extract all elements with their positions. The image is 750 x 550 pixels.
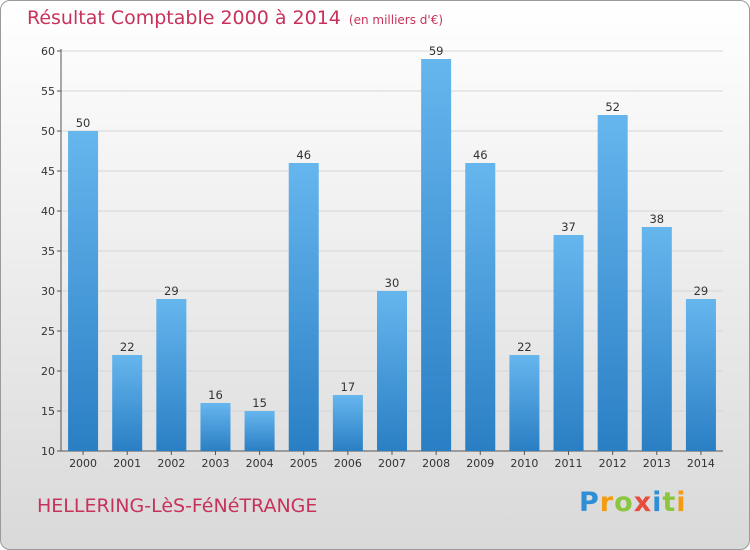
- bar-2006: [332, 395, 363, 451]
- bar-2014: [685, 299, 716, 451]
- x-tick-label-2006: 2006: [334, 457, 362, 470]
- y-tick-label-60: 60: [41, 45, 55, 58]
- x-tick-label-2002: 2002: [157, 457, 185, 470]
- logo-letter: o: [614, 487, 634, 518]
- x-tick-label-2004: 2004: [246, 457, 274, 470]
- y-tick-label-45: 45: [41, 165, 55, 178]
- x-tick-label-2013: 2013: [643, 457, 671, 470]
- y-tick-label-30: 30: [41, 285, 55, 298]
- proxiti-logo[interactable]: Proxiti: [579, 487, 687, 518]
- logo-letter: i: [652, 487, 663, 518]
- bar-2000: [68, 131, 99, 451]
- x-tick-label-2001: 2001: [113, 457, 141, 470]
- y-tick-label-25: 25: [41, 325, 55, 338]
- x-tick-label-2011: 2011: [555, 457, 583, 470]
- value-label-2006: 17: [341, 380, 356, 394]
- value-label-2014: 29: [694, 284, 709, 298]
- chart-title: Résultat Comptable 2000 à 2014 (en millie…: [27, 7, 443, 29]
- y-tick-label-50: 50: [41, 125, 55, 138]
- chart-subtitle: (en milliers d'€): [348, 13, 444, 27]
- x-tick-label-2012: 2012: [599, 457, 627, 470]
- logo-letter: P: [579, 487, 600, 518]
- x-tick-label-2010: 2010: [510, 457, 538, 470]
- chart-title-text: Résultat Comptable 2000 à 2014: [27, 7, 341, 29]
- bar-2003: [200, 403, 231, 451]
- bar-2011: [553, 235, 584, 451]
- bar-2010: [509, 355, 540, 451]
- bar-2013: [641, 227, 672, 451]
- y-tick-label-20: 20: [41, 365, 55, 378]
- bar-2004: [244, 411, 275, 451]
- bar-2012: [597, 115, 628, 451]
- y-tick-label-15: 15: [41, 405, 55, 418]
- x-tick-label-2005: 2005: [290, 457, 318, 470]
- y-tick-label-55: 55: [41, 85, 55, 98]
- value-label-2008: 59: [429, 44, 444, 58]
- x-tick-label-2007: 2007: [378, 457, 406, 470]
- x-tick-label-2009: 2009: [466, 457, 494, 470]
- value-label-2003: 16: [208, 388, 223, 402]
- bars: [68, 59, 716, 451]
- bar-2005: [288, 163, 319, 451]
- value-label-2009: 46: [473, 148, 488, 162]
- bar-2009: [465, 163, 496, 451]
- x-tick-label-2000: 2000: [69, 457, 97, 470]
- value-label-2001: 22: [120, 340, 135, 354]
- value-label-2007: 30: [385, 276, 400, 290]
- labels: 50 2000 22 2001 29 2002 16 2003 15 2004 46 2005 17 20…: [69, 44, 715, 470]
- value-label-2004: 15: [252, 396, 267, 410]
- value-label-2000: 50: [76, 116, 91, 130]
- bar-2002: [156, 299, 187, 451]
- logo-letter: x: [633, 487, 653, 518]
- x-tick-label-2014: 2014: [687, 457, 715, 470]
- location-name: HELLERING-LèS-FéNéTRANGE: [37, 495, 318, 517]
- y-tick-label-40: 40: [41, 205, 55, 218]
- value-label-2013: 38: [649, 212, 664, 226]
- value-label-2010: 22: [517, 340, 532, 354]
- logo-letter: r: [599, 487, 615, 518]
- y-tick-label-35: 35: [41, 245, 55, 258]
- bar-2008: [421, 59, 452, 451]
- value-label-2012: 52: [605, 100, 620, 114]
- logo-letter: t: [662, 487, 677, 518]
- bar-2001: [112, 355, 143, 451]
- value-label-2005: 46: [296, 148, 311, 162]
- logo-letter: i: [676, 487, 687, 518]
- bar-2007: [376, 291, 408, 451]
- x-tick-label-2003: 2003: [201, 457, 229, 470]
- value-label-2011: 37: [561, 220, 576, 234]
- value-label-2002: 29: [164, 284, 179, 298]
- y-tick-label-10: 10: [41, 445, 55, 458]
- x-tick-label-2008: 2008: [422, 457, 450, 470]
